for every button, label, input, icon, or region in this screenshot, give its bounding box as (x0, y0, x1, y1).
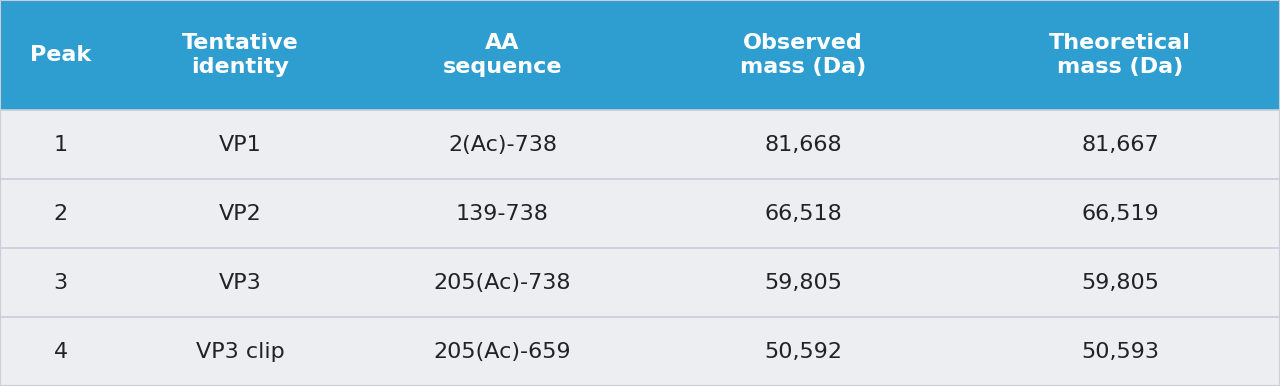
Text: 2: 2 (54, 203, 68, 223)
Text: 81,667: 81,667 (1082, 134, 1158, 154)
Text: Tentative
identity: Tentative identity (182, 33, 298, 77)
Bar (0, 317, 1280, 386)
Text: 205(Ac)-738: 205(Ac)-738 (434, 273, 571, 293)
Text: 2(Ac)-738: 2(Ac)-738 (448, 134, 557, 154)
Text: 81,668: 81,668 (764, 134, 842, 154)
Text: 59,805: 59,805 (1082, 273, 1158, 293)
Text: VP2: VP2 (219, 203, 261, 223)
Text: 1: 1 (54, 134, 68, 154)
Text: 139-738: 139-738 (456, 203, 549, 223)
Bar (0, 110, 1280, 179)
Text: VP1: VP1 (219, 134, 261, 154)
Text: 66,519: 66,519 (1082, 203, 1158, 223)
Text: 205(Ac)-659: 205(Ac)-659 (434, 342, 571, 362)
Text: 4: 4 (54, 342, 68, 362)
Text: 66,518: 66,518 (764, 203, 842, 223)
Bar (0, 248, 1280, 317)
Text: 3: 3 (54, 273, 68, 293)
Text: 50,592: 50,592 (764, 342, 842, 362)
Text: 50,593: 50,593 (1082, 342, 1158, 362)
Text: VP3: VP3 (219, 273, 261, 293)
Text: VP3 clip: VP3 clip (196, 342, 284, 362)
Bar (0, 179, 1280, 248)
Bar (0, 0, 1280, 110)
Text: AA
sequence: AA sequence (443, 33, 562, 77)
Text: 59,805: 59,805 (764, 273, 842, 293)
Text: Peak: Peak (31, 45, 91, 65)
Text: Theoretical
mass (Da): Theoretical mass (Da) (1050, 33, 1190, 77)
Text: Observed
mass (Da): Observed mass (Da) (740, 33, 867, 77)
